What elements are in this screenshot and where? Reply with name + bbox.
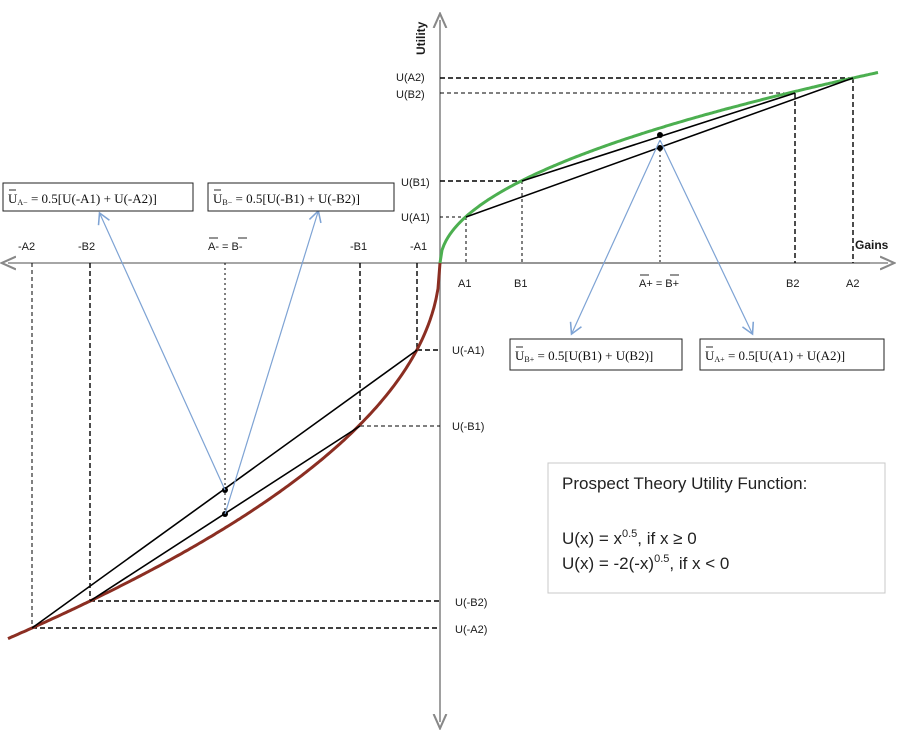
x-label-pos-mean: A+ = B+ [639,278,679,290]
x-label-a2: A2 [846,278,859,290]
gain-guides [440,77,854,263]
formula-box-ub-plus: UB+ = 0.5[U(B1) + U(B2)] [509,338,683,371]
x-label-neg-a2: -A2 [18,241,35,253]
svg-text:UB− = 0.5[U(-B1) + U(-B2)]: UB− = 0.5[U(-B1) + U(-B2)] [213,191,360,207]
x-label-neg-mean: A- = B- [208,241,243,253]
y-label-u-neg-b1: U(-B1) [452,421,484,433]
y-label-u-neg-a2: U(-A2) [455,624,487,636]
x-label-neg-a1: -A1 [410,241,427,253]
y-axis-label: Utility [414,21,428,55]
x-label-a1: A1 [458,278,471,290]
svg-text:UA− = 0.5[U(-A1) + U(-A2)]: UA− = 0.5[U(-A1) + U(-A2)] [8,191,157,207]
x-label-b2: B2 [786,278,799,290]
prospect-theory-title: Prospect Theory Utility Function: [562,474,807,493]
y-label-u-neg-a1: U(-A1) [452,345,484,357]
pointer-arrows [97,139,755,515]
y-label-u-a2: U(A2) [396,72,425,84]
svg-text:UA+ = 0.5[U(A1) + U(A2)]: UA+ = 0.5[U(A1) + U(A2)] [705,348,845,364]
x-axis-label: Gains [855,238,889,252]
loss-guides [31,263,440,629]
y-label-u-neg-b2: U(-B2) [455,597,487,609]
x-label-b1: B1 [514,278,527,290]
prospect-equation-gains: U(x) = x0.5, if x ≥ 0 [562,528,697,548]
loss-utility-curve [7,262,442,640]
x-label-neg-b2: -B2 [78,241,95,253]
svg-text:UB+ = 0.5[U(B1) + U(B2)]: UB+ = 0.5[U(B1) + U(B2)] [515,348,653,364]
formula-box-ua-minus: UA− = 0.5[U(-A1) + U(-A2)] [2,182,194,212]
y-label-u-b2: U(B2) [396,89,425,101]
y-label-u-b1: U(B1) [401,177,430,189]
y-label-u-a1: U(A1) [401,212,430,224]
x-label-neg-b1: -B1 [350,241,367,253]
prospect-theory-box: Prospect Theory Utility Function: U(x) =… [547,462,886,594]
prospect-equation-losses: U(x) = -2(-x)0.5, if x < 0 [562,553,729,573]
gain-utility-curve [438,71,879,264]
formula-box-ub-minus: UB− = 0.5[U(-B1) + U(-B2)] [207,182,395,212]
formula-box-ua-plus: UA+ = 0.5[U(A1) + U(A2)] [699,338,885,371]
